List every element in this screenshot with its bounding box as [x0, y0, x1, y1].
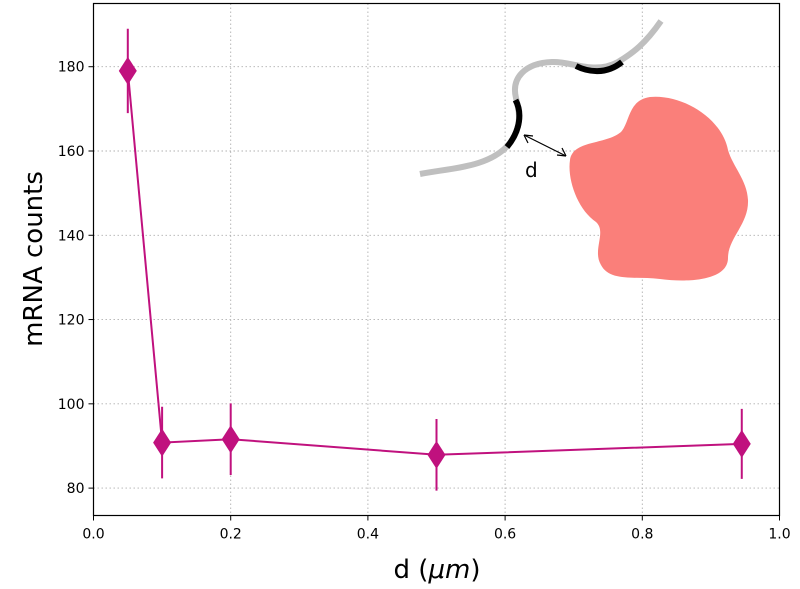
- inset-arrowhead-end: [556, 147, 567, 157]
- data-point-marker: [221, 425, 240, 454]
- y-tick-label: 100: [58, 397, 85, 413]
- inset-illustration: d: [419, 19, 749, 281]
- y-tick-label: 180: [58, 60, 85, 76]
- inset-distance-arrow: [523, 134, 567, 157]
- inset-blob: [569, 96, 749, 281]
- x-tick-label: 0.6: [494, 527, 516, 543]
- inset-strand-highlight-top: [574, 59, 624, 75]
- y-tick-label: 140: [58, 228, 85, 244]
- data-point-marker: [153, 428, 172, 457]
- x-axis-title-prefix: d (: [394, 555, 429, 585]
- x-tick-label: 0.0: [82, 527, 104, 543]
- series: [118, 28, 751, 491]
- y-axis-title: mRNA counts: [19, 171, 49, 347]
- x-tick-label: 0.2: [220, 527, 242, 543]
- data-point-marker: [118, 56, 137, 85]
- inset-arrowhead-start: [523, 134, 534, 144]
- x-tick-label: 1.0: [768, 527, 790, 543]
- x-axis-title: d (μm): [394, 555, 481, 585]
- x-tick-label: 0.8: [631, 527, 653, 543]
- ticks: 0.0 0.2 0.4 0.6 0.8 1.0 80 100 120 140 160 180: [58, 60, 791, 543]
- inset-strand-highlight-left: [504, 98, 523, 149]
- x-tick-label: 0.4: [357, 527, 379, 543]
- inset-distance-label: d: [525, 158, 538, 182]
- y-tick-label: 80: [67, 481, 85, 497]
- data-point-marker: [732, 429, 751, 458]
- x-axis-title-unit: μm: [427, 555, 470, 585]
- y-tick-label: 120: [58, 313, 85, 329]
- y-tick-label: 160: [58, 144, 85, 160]
- data-point-marker: [427, 440, 446, 469]
- x-axis-title-suffix: ): [470, 555, 480, 585]
- plot-frame: [92, 2, 781, 517]
